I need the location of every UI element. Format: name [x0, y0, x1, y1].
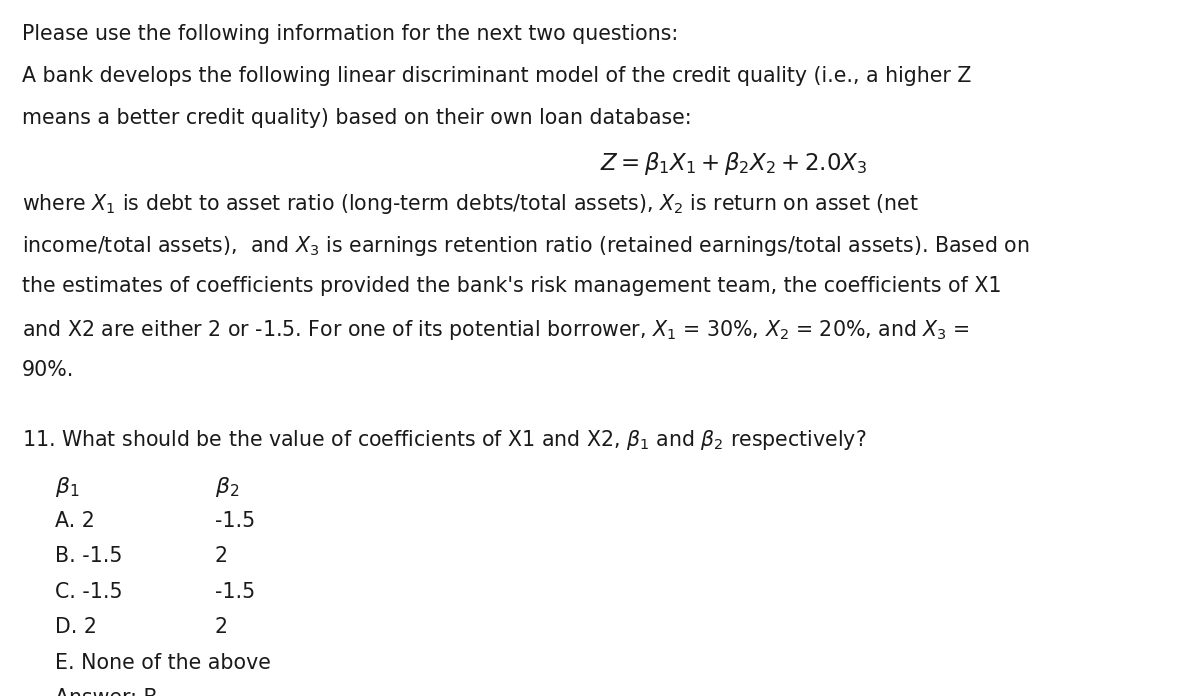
- Text: C. -1.5: C. -1.5: [55, 582, 122, 602]
- Text: A. 2: A. 2: [55, 511, 95, 531]
- Text: means a better credit quality) based on their own loan database:: means a better credit quality) based on …: [22, 108, 691, 128]
- Text: 2: 2: [215, 546, 228, 567]
- Text: Please use the following information for the next two questions:: Please use the following information for…: [22, 24, 678, 44]
- Text: A bank develops the following linear discriminant model of the credit quality (i: A bank develops the following linear dis…: [22, 66, 971, 86]
- Text: 2: 2: [215, 617, 228, 638]
- Text: where $X_1$ is debt to asset ratio (long-term debts/total assets), $X_2$ is retu: where $X_1$ is debt to asset ratio (long…: [22, 192, 919, 216]
- Text: 90%.: 90%.: [22, 360, 74, 380]
- Text: Answer: B: Answer: B: [55, 688, 157, 696]
- Text: $\beta_2$: $\beta_2$: [215, 475, 239, 500]
- Text: -1.5: -1.5: [215, 582, 256, 602]
- Text: 11. What should be the value of coefficients of X1 and X2, $\beta_1$ and $\beta_: 11. What should be the value of coeffici…: [22, 428, 866, 452]
- Text: the estimates of coefficients provided the bank's risk management team, the coef: the estimates of coefficients provided t…: [22, 276, 1002, 296]
- Text: D. 2: D. 2: [55, 617, 97, 638]
- Text: $\beta_1$: $\beta_1$: [55, 475, 79, 500]
- Text: and X2 are either 2 or -1.5. For one of its potential borrower, $X_1$ = 30%, $X_: and X2 are either 2 or -1.5. For one of …: [22, 318, 970, 342]
- Text: income/total assets),  and $X_3$ is earnings retention ratio (retained earnings/: income/total assets), and $X_3$ is earni…: [22, 234, 1030, 258]
- Text: E. None of the above: E. None of the above: [55, 653, 271, 673]
- Text: -1.5: -1.5: [215, 511, 256, 531]
- Text: $Z = \beta_1 X_1 + \beta_2 X_2 + 2.0X_3$: $Z = \beta_1 X_1 + \beta_2 X_2 + 2.0X_3$: [600, 150, 868, 177]
- Text: B. -1.5: B. -1.5: [55, 546, 122, 567]
